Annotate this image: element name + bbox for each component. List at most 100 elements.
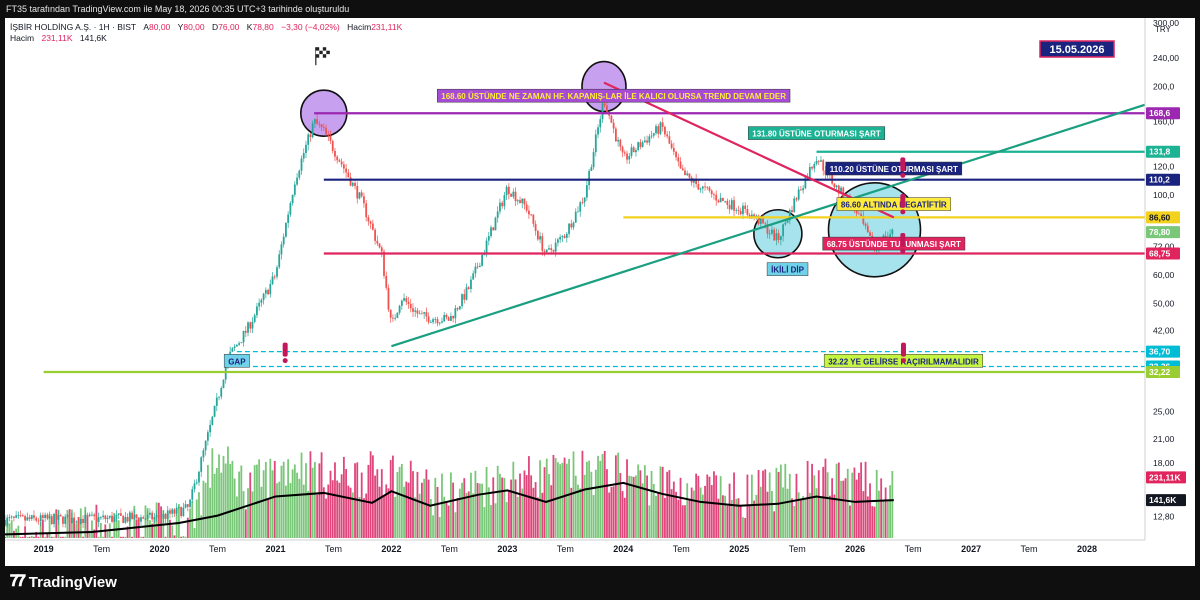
candle-body [184,504,187,508]
candle-259 [581,197,584,205]
marker-110 [900,157,906,178]
candle-body [467,287,470,289]
candle-68 [155,510,158,522]
volume-bar-21 [50,536,53,538]
volume-bar-397 [889,485,891,538]
candle-body [800,189,802,191]
volume-bar-80 [182,536,185,538]
volume-bar-49 [113,513,116,538]
candle-388 [869,230,871,237]
volume-bar-337 [755,494,758,538]
candle-body [811,166,813,169]
candle-body [403,298,405,301]
x-tick-label: 2022 [381,544,401,554]
note-131: 131.80 ÜSTÜNE OTURMASI ŞART [748,126,886,140]
candle-234 [525,201,528,213]
x-tick-label: 2028 [1077,544,1097,554]
candle-306 [686,170,689,177]
volume-bar-207 [465,492,468,538]
volume-bar-263 [590,471,593,538]
candle-body [405,298,408,302]
volume-ma-line [5,481,894,536]
candle-body [356,186,359,199]
volume-bar-93 [211,448,214,538]
candle-217 [487,232,490,246]
candle-body [472,273,475,280]
volume-bar-124 [280,465,283,538]
candle-35 [82,515,84,528]
candle-body [492,227,495,231]
volume-bar-364 [815,488,818,538]
candle-144 [325,124,327,137]
candle-body [536,230,539,240]
marker-86-bar [900,193,906,208]
volume-bar-64 [146,508,149,538]
candle-83 [189,498,191,509]
candle-body [438,322,441,324]
note-gap-box [223,354,250,368]
candle-19 [46,512,49,521]
volume-bar-330 [739,505,742,538]
candle-338 [757,214,760,226]
candle-210 [472,270,475,280]
candle-body [777,233,780,240]
candle-321 [719,192,722,203]
candle-275 [617,136,620,147]
volume-bar-156 [351,492,354,538]
candle-body [142,517,145,519]
candle-body [367,217,370,222]
x-tick-label: 2021 [265,544,285,554]
volume-bar-299 [670,489,673,538]
candle-body [891,229,894,235]
volume-bar-177 [398,466,401,538]
marker-86-dot [900,209,906,215]
volume-bar-201 [452,482,455,538]
flag-cell [326,54,330,58]
candle-185 [416,308,419,318]
volume-bar-228 [512,461,515,538]
volume-bar-19 [46,532,49,538]
candle-107 [242,330,245,347]
candle-body [414,310,417,312]
volume-bar-160 [360,472,363,538]
currency-label: TRY [1155,25,1171,34]
candle-297 [666,130,669,139]
y-tick-label: 300,00 [1153,18,1179,28]
candle-body [554,242,557,252]
y-tick-label: 160,0 [1153,116,1175,126]
volume-bar-271 [608,492,611,538]
candle-272 [610,115,613,123]
candle-body [220,387,223,397]
volume-bar-59 [135,519,138,538]
candle-129 [291,194,294,206]
volume-bar-352 [788,473,791,538]
volume-bar-61 [140,536,142,538]
candle-324 [726,198,729,209]
candle-body [307,134,310,145]
candle-182 [409,298,412,313]
legend-symbol: İŞBİR HOLDİNG A.Ş. · 1H · BIST [10,22,136,32]
candle-245 [550,244,553,254]
candle-body [128,512,131,522]
volume-bar-85 [193,528,196,538]
candle-body [144,518,147,520]
candle-115 [260,298,263,307]
volume-bar-357 [800,499,802,538]
note-gap-text: GAP [228,357,246,366]
candle-224 [503,191,506,210]
candle-236 [530,214,533,217]
note-86: 86.60 ALTINDA NEGATİFTİR [836,197,951,211]
candle-body [258,302,261,307]
candle-38 [88,512,91,518]
candle-body [583,197,586,203]
volume-bar-370 [829,495,831,538]
volume-bar-52 [120,536,122,538]
volume-bar-188 [423,478,426,538]
volume-bar-238 [534,482,537,538]
candle-140 [316,114,319,126]
volume-bar-155 [349,487,352,538]
volume-bar-229 [514,479,517,538]
candle-body [481,254,484,266]
candle-102 [231,347,234,353]
